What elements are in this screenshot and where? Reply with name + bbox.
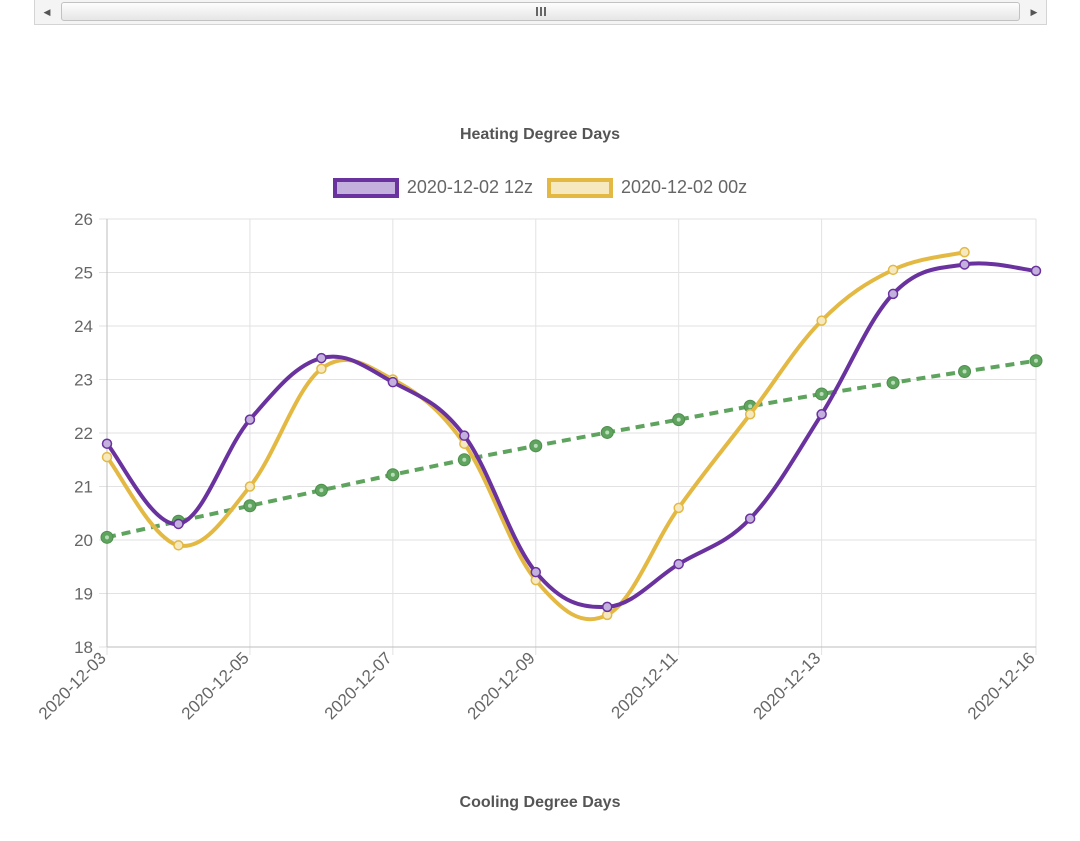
data-point-trend-center [676,417,681,422]
series-line-1 [105,261,1037,610]
data-point-trend-center [462,457,467,462]
grip-icon [535,7,546,16]
y-tick-label: 25 [74,264,93,283]
data-point-trend-center [748,404,753,409]
data-point-trend-center [390,472,395,477]
data-point-series-2 [316,363,327,375]
data-point-series-2 [887,264,899,276]
scrollbar-thumb[interactable] [61,2,1020,21]
data-point-trend-center [1034,358,1038,363]
data-point-trend-center [891,380,896,385]
data-point-trend-center [533,443,538,448]
chart-legend: 2020-12-02 12z 2020-12-02 00z [0,177,1080,198]
data-point-series-1 [744,513,756,524]
data-point-series-1 [673,558,684,570]
data-point-series-1 [387,376,399,388]
data-point-series-1 [244,414,256,425]
legend-item-series-2[interactable]: 2020-12-02 00z [547,177,747,198]
data-point-trend-center [605,430,610,435]
x-tick-label: 2020-12-07 [321,648,396,723]
data-point-trend-center [247,503,252,508]
y-tick-label: 19 [74,585,93,604]
arrow-left-icon: ◀ [43,6,51,17]
data-point-series-2 [101,451,113,463]
y-tick-label: 18 [74,638,93,657]
data-point-series-1 [887,288,899,300]
data-point-series-1 [530,566,542,578]
data-point-trend-center [319,488,324,493]
data-point-series-2 [673,502,684,514]
legend-swatch-series-1 [332,177,399,198]
data-point-series-2 [173,540,184,551]
y-tick-label: 22 [74,424,93,443]
legend-item-series-1[interactable]: 2020-12-02 12z [332,177,533,198]
data-point-series-1 [316,352,327,364]
legend-swatch-series-2 [547,177,613,198]
x-tick-label: 2020-12-13 [750,648,825,723]
x-tick-label: 2020-12-16 [964,648,1039,723]
data-point-series-2 [744,409,756,420]
data-point-series-2 [244,481,256,492]
y-tick-label: 23 [74,371,93,390]
y-tick-label: 24 [74,317,93,336]
legend-label-series-2: 2020-12-02 00z [621,177,748,197]
sub-chart-title: Cooling Degree Days [459,794,621,811]
x-tick-label: 2020-12-05 [178,648,253,723]
data-point-trend-center [105,535,109,540]
data-point-series-1 [816,409,827,420]
data-point-series-2 [959,246,970,258]
data-point-series-1 [101,438,113,449]
scroll-left-button[interactable]: ◀ [35,0,59,24]
data-point-trend-center [962,369,967,374]
data-point-series-1 [1030,265,1042,277]
legend-label-series-1: 2020-12-02 12z [406,177,533,197]
data-point-series-1 [601,601,613,613]
y-tick-label: 21 [74,478,93,497]
x-tick-label: 2020-12-03 [35,648,110,723]
series-line-trend [106,358,1037,540]
x-tick-label: 2020-12-11 [607,648,681,722]
data-point-series-1 [173,518,184,530]
horizontal-scrollbar[interactable]: ◀ ▶ [34,0,1047,25]
y-tick-label: 26 [74,210,93,229]
data-point-series-1 [959,259,970,270]
data-point-series-1 [459,430,470,441]
arrow-right-icon: ▶ [1030,6,1038,17]
data-point-series-2 [816,315,827,326]
x-tick-label: 2020-12-09 [464,648,539,723]
chart-title: Heating Degree Days [459,126,621,143]
y-tick-label: 20 [74,531,93,550]
data-point-trend-center [819,391,824,396]
scroll-right-button[interactable]: ▶ [1022,0,1046,24]
